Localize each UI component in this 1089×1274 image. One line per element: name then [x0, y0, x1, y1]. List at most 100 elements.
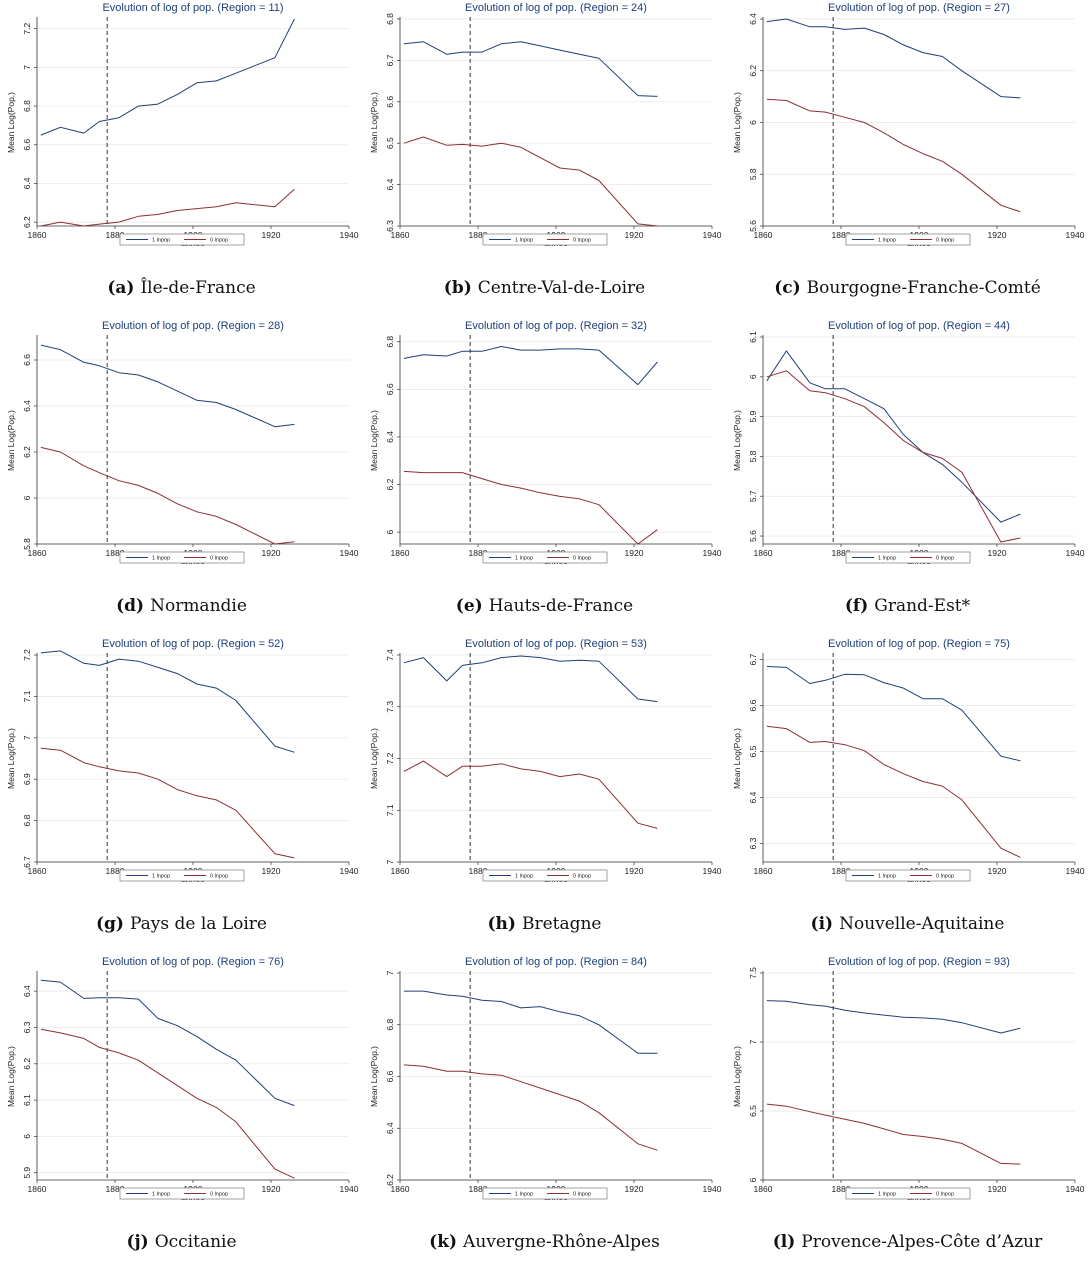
y-tick-label: 7: [385, 970, 395, 975]
x-tick-label: 1940: [340, 1184, 359, 1194]
x-tick-label: 1860: [28, 230, 47, 240]
x-tick-label: 1920: [625, 230, 644, 240]
panel-letter: (j): [126, 1232, 149, 1252]
y-tick-label: 6.2: [385, 478, 395, 490]
panel-region-name: Auvergne-Rhône-Alpes: [463, 1232, 660, 1252]
legend-label: 1 lnpop: [878, 556, 896, 562]
series-line-0-lnpop: [766, 370, 1021, 543]
legend-label: 0 lnpop: [936, 556, 954, 562]
legend-label: 0 lnpop: [936, 238, 954, 244]
y-tick-label: 5.7: [748, 490, 758, 502]
y-axis-label: Mean Log(Pop.): [732, 92, 742, 153]
x-tick-label: 1920: [262, 1184, 281, 1194]
chart-title: Evolution of log of pop. (Region = 11): [102, 2, 283, 14]
legend-label: 0 lnpop: [210, 238, 228, 244]
chart-title: Evolution of log of pop. (Region = 53): [465, 638, 647, 650]
chart-svg: Evolution of log of pop. (Region = 93) 6 6…: [732, 956, 1085, 1202]
y-tick-label: 5.9: [22, 1167, 32, 1179]
panel-letter: (a): [107, 278, 135, 298]
panel-2: Evolution of log of pop. (Region = 24) 6.…: [363, 0, 726, 318]
y-tick-label: 7.2: [22, 22, 32, 34]
x-tick-label: 1880: [469, 1184, 488, 1194]
y-axis-label: Mean Log(Pop.): [732, 728, 742, 789]
y-axis-label: Mean Log(Pop.): [732, 410, 742, 471]
chart-svg: Evolution of log of pop. (Region = 27) 5.…: [732, 2, 1085, 248]
panel-region-name: Pays de la Loire: [129, 914, 267, 934]
chart-title: Evolution of log of pop. (Region = 75): [828, 638, 1010, 650]
chart-title: Evolution of log of pop. (Region = 28): [102, 320, 284, 332]
legend-box: [119, 1187, 245, 1200]
y-tick-label: 6.8: [385, 336, 395, 348]
legend-box: [119, 233, 245, 246]
x-tick-label: 1880: [106, 230, 125, 240]
y-tick-label: 6: [385, 529, 395, 534]
legend-label: 0 lnpop: [573, 238, 591, 244]
panel-letter: (f): [844, 596, 869, 616]
series-line-1-lnpop: [40, 979, 295, 1107]
x-tick-label: 1920: [625, 548, 644, 558]
panel-letter: (l): [772, 1232, 796, 1252]
panel-letter: (i): [810, 914, 834, 934]
panel-caption: (d) Normandie: [0, 596, 363, 616]
series-line-1-lnpop: [40, 650, 295, 753]
chart-title: Evolution of log of pop. (Region = 84): [465, 956, 647, 968]
x-tick-label: 1880: [469, 548, 488, 558]
x-tick-label: 1860: [754, 548, 773, 558]
legend-label: 1 lnpop: [515, 874, 533, 880]
y-tick-label: 6.4: [385, 431, 395, 443]
y-tick-label: 6.3: [748, 837, 758, 849]
legend-label: 0 lnpop: [210, 556, 228, 562]
x-tick-label: 1860: [391, 230, 410, 240]
legend-box: [845, 869, 971, 882]
series-line-0-lnpop: [40, 1028, 295, 1179]
y-tick-label: 6: [22, 495, 32, 500]
chart-svg: Evolution of log of pop. (Region = 84) 6.…: [369, 956, 722, 1202]
x-tick-label: 1920: [988, 1184, 1007, 1194]
legend-box: [845, 1187, 971, 1200]
y-tick-label: 5.8: [748, 168, 758, 180]
legend-label: 1 lnpop: [152, 238, 170, 244]
y-tick-label: 6.8: [22, 100, 32, 112]
panel-region-name: Nouvelle-Aquitaine: [839, 914, 1005, 934]
x-tick-label: 1860: [28, 866, 47, 876]
y-axis-label: Mean Log(Pop.): [6, 728, 16, 789]
legend-label: 1 lnpop: [878, 874, 896, 880]
series-line-1-lnpop: [403, 41, 658, 97]
legend-label: 1 lnpop: [152, 874, 170, 880]
y-tick-label: 6: [748, 374, 758, 379]
y-tick-label: 7.4: [385, 649, 395, 661]
series-line-1-lnpop: [403, 655, 658, 703]
y-tick-label: 6.4: [22, 400, 32, 412]
panel-5: Evolution of log of pop. (Region = 32) 6 6…: [363, 318, 726, 636]
y-axis-label: Mean Log(Pop.): [6, 92, 16, 153]
panel-caption: (k) Auvergne-Rhône-Alpes: [363, 1232, 726, 1252]
y-axis-label: Mean Log(Pop.): [369, 410, 379, 471]
legend-label: 0 lnpop: [573, 874, 591, 880]
y-tick-label: 7.1: [22, 690, 32, 702]
panel-3: Evolution of log of pop. (Region = 27) 5.…: [726, 0, 1089, 318]
series-line-1-lnpop: [40, 344, 295, 428]
panel-caption: (a) Île-de-France: [0, 278, 363, 298]
x-tick-label: 1940: [703, 866, 722, 876]
x-tick-label: 1880: [832, 230, 851, 240]
x-tick-label: 1880: [469, 230, 488, 240]
y-tick-label: 6.8: [385, 1019, 395, 1031]
series-line-1-lnpop: [403, 346, 658, 386]
y-tick-label: 6.5: [385, 137, 395, 149]
y-tick-label: 6.1: [748, 331, 758, 343]
legend-label: 0 lnpop: [210, 1192, 228, 1198]
series-line-1-lnpop: [40, 18, 295, 136]
y-axis-label: Mean Log(Pop.): [6, 1046, 16, 1107]
y-tick-label: 6.2: [22, 216, 32, 228]
panel-10: Evolution of log of pop. (Region = 76) 5.…: [0, 954, 363, 1272]
y-tick-label: 6.4: [748, 791, 758, 803]
y-tick-label: 6.5: [748, 1105, 758, 1117]
panel-region-name: Bretagne: [521, 914, 602, 934]
y-tick-label: 6.7: [385, 54, 395, 66]
y-tick-label: 6.2: [385, 1174, 395, 1186]
x-tick-label: 1940: [340, 230, 359, 240]
legend-label: 1 lnpop: [515, 238, 533, 244]
panel-caption: (j) Occitanie: [0, 1232, 363, 1252]
chart-svg: Evolution of log of pop. (Region = 75) 6.…: [732, 638, 1085, 884]
